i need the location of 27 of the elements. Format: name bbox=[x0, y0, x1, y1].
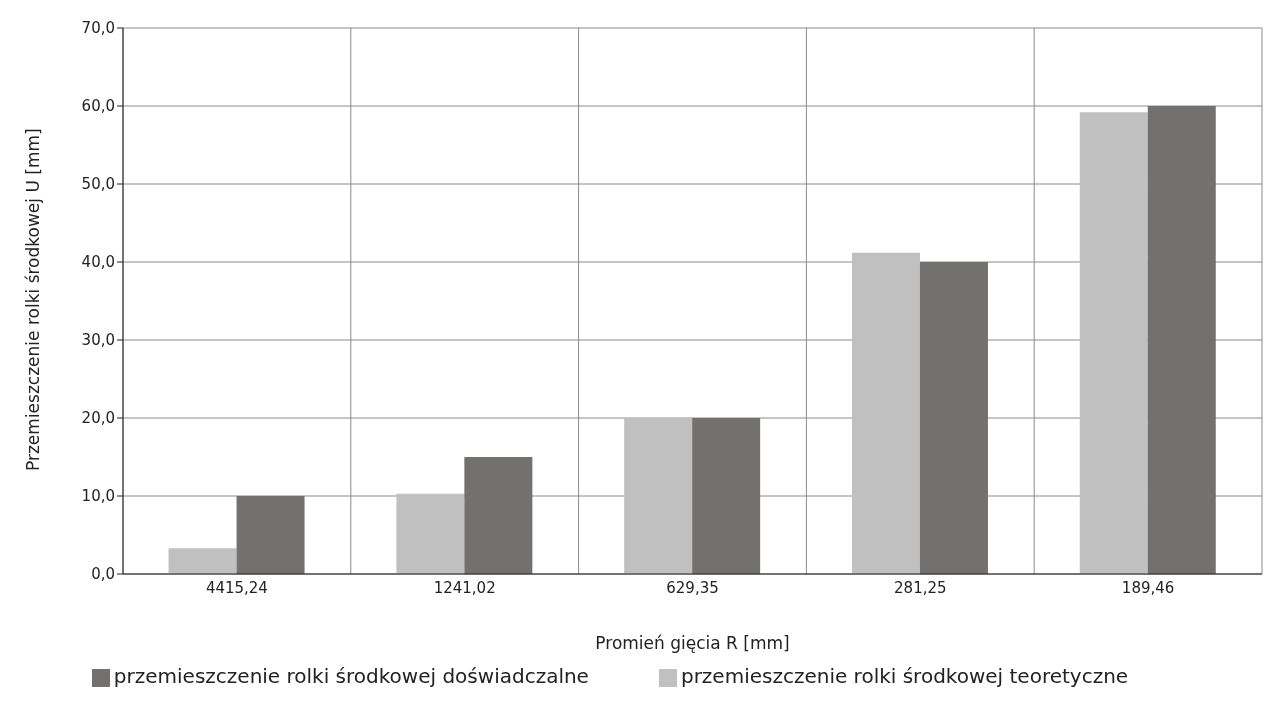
bar bbox=[919, 262, 988, 574]
bar bbox=[396, 493, 465, 574]
y-tick-label: 10,0 bbox=[81, 487, 115, 506]
x-axis-title: Promień gięcia R [mm] bbox=[595, 633, 790, 653]
y-tick-label: 60,0 bbox=[81, 97, 115, 116]
x-tick-label: 4415,24 bbox=[205, 578, 268, 597]
bar bbox=[1147, 106, 1216, 574]
bar bbox=[236, 496, 305, 574]
y-tick-label: 30,0 bbox=[81, 331, 115, 350]
y-tick-label: 0,0 bbox=[91, 565, 115, 584]
bar bbox=[692, 418, 761, 574]
bar bbox=[1079, 112, 1148, 574]
bar bbox=[624, 418, 693, 574]
bar bbox=[851, 252, 920, 574]
y-tick-label: 50,0 bbox=[81, 175, 115, 194]
y-tick-label: 20,0 bbox=[81, 409, 115, 428]
y-axis-title: Przemieszczenie rolki środkowej U [mm] bbox=[23, 128, 44, 471]
x-tick-label: 629,35 bbox=[666, 578, 719, 597]
legend-label: przemieszczenie rolki środkowej teoretyczne bbox=[680, 664, 1129, 688]
x-tick-label: 189,46 bbox=[1121, 578, 1175, 597]
legend-label: przemieszczenie rolki środkowej doświadczalne bbox=[113, 664, 589, 688]
y-tick-label: 40,0 bbox=[81, 253, 115, 272]
bar bbox=[464, 457, 533, 574]
x-tick-label: 281,25 bbox=[894, 578, 947, 597]
x-tick-label: 1241,02 bbox=[433, 578, 496, 597]
bar bbox=[168, 548, 237, 574]
y-tick-label: 70,0 bbox=[81, 19, 115, 38]
